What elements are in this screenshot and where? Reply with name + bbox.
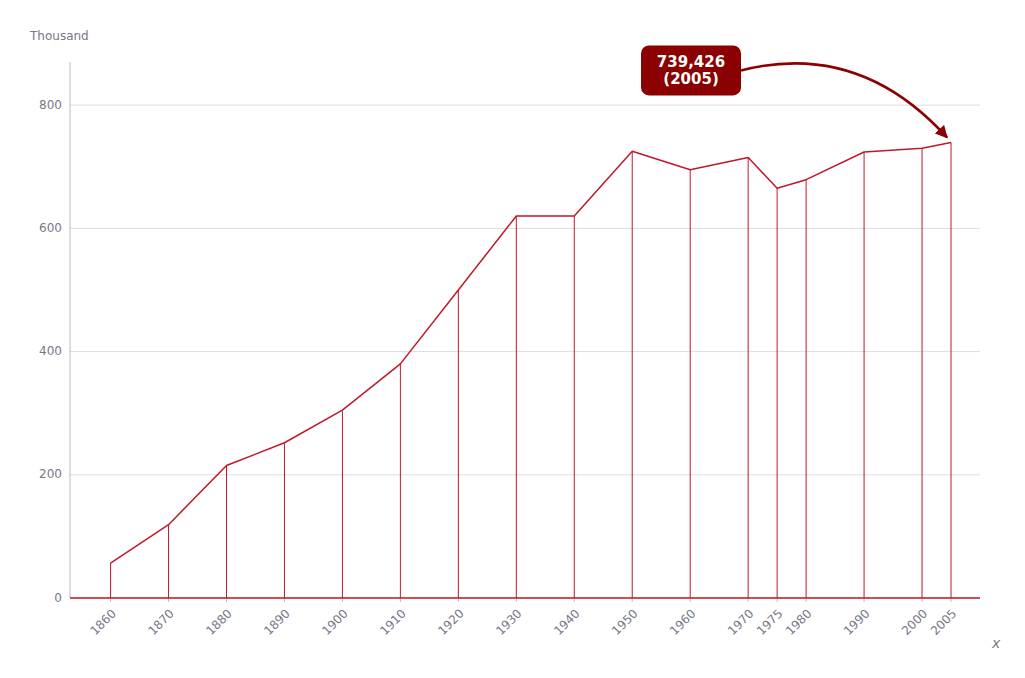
x-axis-line bbox=[70, 597, 980, 599]
stem bbox=[342, 410, 343, 598]
stem bbox=[951, 142, 952, 598]
axes: 0 200 400 600 800 1860 1870 1880 1890 1900 1910 192… bbox=[39, 62, 959, 638]
x-tick-label: 1970 bbox=[725, 606, 756, 637]
x-tick-label: 1900 bbox=[319, 606, 350, 637]
x-axis-label: x bbox=[991, 635, 1001, 651]
x-tick-label: 1950 bbox=[609, 606, 640, 637]
x-tick-label: 1870 bbox=[145, 606, 176, 637]
x-tick-label: 2005 bbox=[928, 606, 959, 637]
stem bbox=[690, 170, 691, 598]
stem bbox=[806, 180, 807, 598]
annotation-line: (2005) bbox=[663, 69, 718, 87]
chart: 0 200 400 600 800 1860 1870 1880 1890 1900 1910 192… bbox=[0, 0, 1025, 678]
grid-line bbox=[70, 351, 980, 352]
x-tick-label: 1990 bbox=[841, 606, 872, 637]
data-marks bbox=[111, 142, 951, 598]
x-tick-label: 1980 bbox=[783, 606, 814, 637]
stem bbox=[458, 290, 459, 598]
annotation: 739,426(2005) bbox=[641, 45, 947, 137]
x-tick-label: 1920 bbox=[435, 606, 466, 637]
x-tick-label: 1910 bbox=[377, 606, 408, 637]
y-tick-label: 800 bbox=[39, 98, 62, 112]
annotation-text: 739,426(2005) bbox=[657, 52, 725, 87]
x-tick-label: 1860 bbox=[87, 606, 118, 637]
stem bbox=[574, 216, 575, 598]
stem bbox=[110, 563, 111, 598]
x-tick-label: 1930 bbox=[493, 606, 524, 637]
x-tick-label: 1880 bbox=[203, 606, 234, 637]
annotation-box bbox=[641, 45, 741, 95]
stem bbox=[864, 152, 865, 598]
x-tick-label: 2000 bbox=[899, 606, 930, 637]
x-tick-label: 1940 bbox=[551, 606, 582, 637]
y-tick-label: 400 bbox=[39, 344, 62, 358]
y-axis-label: Thousand bbox=[29, 29, 89, 43]
annotation-arrow bbox=[741, 63, 947, 137]
stem bbox=[168, 525, 169, 598]
stem bbox=[922, 148, 923, 598]
x-tick-label: 1975 bbox=[754, 606, 785, 637]
grid-line bbox=[70, 598, 980, 599]
grid-line bbox=[70, 228, 980, 229]
stem bbox=[516, 216, 517, 598]
grid-line bbox=[70, 474, 980, 475]
y-tick-label: 600 bbox=[39, 221, 62, 235]
y-tick-label: 200 bbox=[39, 467, 62, 481]
stem bbox=[400, 364, 401, 598]
stem bbox=[284, 443, 285, 598]
data-line bbox=[111, 142, 951, 563]
y-axis-line bbox=[70, 62, 71, 598]
y-tick-label: 0 bbox=[54, 591, 62, 605]
chart-container: 0 200 400 600 800 1860 1870 1880 1890 1900 1910 192… bbox=[0, 0, 1025, 678]
x-tick-label: 1960 bbox=[667, 606, 698, 637]
annotation-line: 739,426 bbox=[657, 52, 725, 70]
stem bbox=[777, 188, 778, 598]
x-tick-label: 1890 bbox=[261, 606, 292, 637]
stem bbox=[226, 466, 227, 598]
grid-line bbox=[70, 105, 980, 106]
stem bbox=[632, 151, 633, 598]
stem bbox=[748, 157, 749, 598]
grid bbox=[70, 105, 980, 598]
